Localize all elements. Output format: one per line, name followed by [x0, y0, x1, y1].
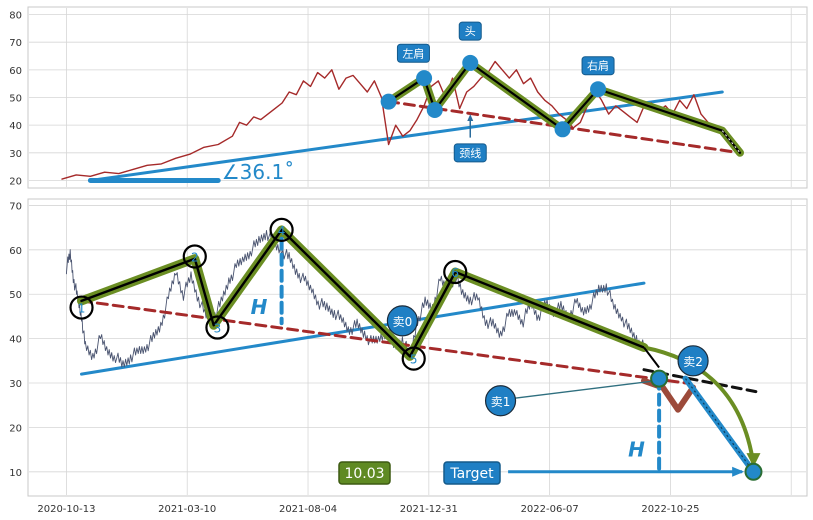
top-price-series [61, 60, 723, 180]
bottom-pattern-line [80, 228, 646, 358]
target-drop-dots [685, 378, 754, 473]
top-annotation-box [581, 56, 615, 76]
point-number: 3 [214, 322, 222, 336]
point-ring [182, 244, 207, 269]
point-number: 4 [278, 224, 286, 238]
point-label-4: 4 [269, 217, 294, 242]
sell-marker: 卖2 [677, 345, 709, 377]
bottom-small-marker [650, 369, 669, 388]
value-box: 10.03 [338, 461, 391, 485]
point-ring [205, 315, 230, 340]
bottom-y-tick-labels: 10 20 30 40 50 60 70 [9, 201, 22, 478]
point-ring [401, 346, 426, 371]
point-label-2: 2 [182, 244, 207, 269]
height-label: H [628, 437, 645, 461]
bottom-y-tick-label: 60 [9, 246, 22, 257]
bottom-y-tick-label: 30 [9, 379, 22, 390]
top-annotation-text: 头 [465, 25, 476, 38]
bottom-price-series [65, 230, 645, 368]
sell1-pointer-line [511, 380, 656, 400]
top-y-tick-label: 20 [9, 176, 22, 187]
sell-marker-text: 卖2 [683, 355, 703, 369]
top-y-tick-label: 80 [9, 11, 22, 22]
height-labels: HH [251, 295, 646, 461]
pattern-tail [643, 346, 660, 369]
top-annotation-box [458, 21, 482, 41]
bottom-sell-markers: 卖0 卖1 卖2 [386, 305, 709, 417]
bottom-x-tick-label: 2021-12-31 [400, 504, 458, 515]
point-label-1: 1 [69, 295, 94, 320]
bottom-x-tick-label: 2020-10-13 [37, 504, 95, 515]
bottom-y-tick-label: 20 [9, 423, 22, 434]
sell-marker-circle [484, 385, 517, 417]
bottom-y-tick-label: 40 [9, 335, 22, 346]
top-annotation: 颈线 [453, 143, 487, 163]
top-annotation-text: 颈线 [459, 146, 481, 160]
sell-marker-circle [386, 305, 418, 337]
point-number: 1 [78, 302, 86, 316]
target-arrowhead [732, 466, 745, 477]
bottom-neckline [80, 299, 687, 385]
target-label: Target [443, 461, 501, 485]
bottom-y-tick-label: 10 [9, 468, 22, 479]
point-number: 6 [451, 266, 459, 280]
bottom-grid [29, 200, 806, 495]
top-pattern-marker [554, 121, 571, 138]
sell-marker: 卖1 [484, 385, 517, 417]
sell-marker-text: 卖0 [393, 315, 413, 329]
point-ring [69, 295, 94, 320]
point-label-6: 6 [443, 259, 468, 285]
sell-marker-text: 卖1 [491, 395, 511, 409]
top-y-tick-label: 50 [9, 94, 22, 105]
top-pattern-marker [416, 70, 433, 87]
top-pattern-marker [426, 101, 443, 118]
top-annotation-box [396, 43, 430, 63]
top-annotation: 左肩 [396, 43, 430, 63]
top-y-tick-label: 40 [9, 121, 22, 132]
target-curve-arrowhead [746, 453, 761, 468]
point-label-5: 5 [401, 346, 426, 371]
bottom-x-tick-labels: 2020-10-13 2021-03-10 2021-08-04 2021-12-31… [37, 504, 699, 515]
top-annotation-text: 左肩 [402, 46, 424, 60]
bottom-x-tick-label: 2021-03-10 [158, 504, 216, 515]
bottom-small-marker [744, 462, 763, 481]
top-pattern-marker [380, 93, 397, 110]
point-ring [269, 217, 294, 242]
top-annotation: 头 [458, 21, 482, 41]
top-annotation-box [453, 143, 487, 163]
neckline-pointer-head [467, 114, 474, 122]
sell-marker-circle [677, 345, 709, 377]
top-y-tick-label: 30 [9, 149, 22, 160]
point-number: 5 [410, 353, 418, 367]
bottom-small-markers [643, 346, 763, 481]
bottom-x-tick-label: 2022-06-07 [521, 504, 579, 515]
top-pattern-marker [590, 81, 607, 98]
target-label-text: Target [449, 466, 494, 482]
bottom-y-tick-label: 70 [9, 201, 22, 212]
height-label: H [251, 295, 268, 319]
target-curve-arrow [643, 345, 756, 466]
sell-marker: 卖0 [386, 305, 418, 337]
value-box-text: 10.03 [344, 466, 384, 482]
bottom-panel: 10 20 30 40 50 60 70 2020-10-13 2021-03-10 2021-… [9, 198, 808, 515]
bottom-y-tick-label: 50 [9, 290, 22, 301]
top-pattern-markers [380, 54, 741, 154]
top-y-tick-label: 70 [9, 38, 22, 49]
point-ring [443, 259, 468, 285]
angle-label: ∠36.1˚ [222, 160, 294, 184]
bottom-x-tick-label: 2021-08-04 [279, 504, 337, 515]
bottom-x-tick-label: 2022-10-25 [641, 504, 699, 515]
top-pattern-marker [462, 54, 479, 71]
top-annotation: 右肩 [581, 56, 615, 76]
bottom-trend-line [80, 281, 646, 376]
top-y-tick-label: 60 [9, 66, 22, 77]
top-y-tick-labels: 20 30 40 50 60 70 80 [9, 11, 22, 188]
point-number: 2 [191, 250, 199, 264]
top-annotation-text: 右肩 [587, 59, 609, 73]
point-label-3: 3 [205, 315, 230, 340]
bottom-point-labels: 1 2 3 4 5 6 [69, 217, 468, 371]
